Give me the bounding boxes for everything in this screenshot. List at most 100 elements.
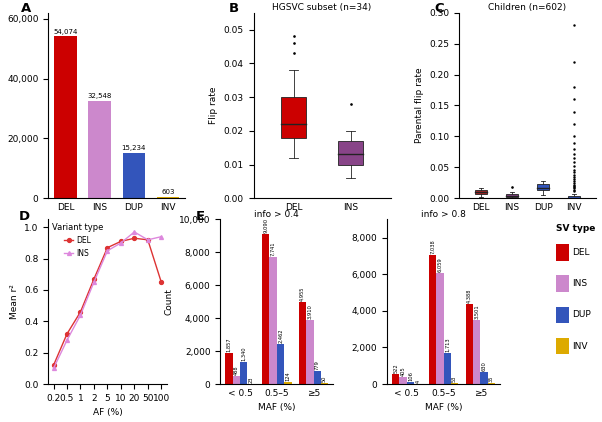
DEL xyxy=(144,237,152,242)
Bar xyxy=(299,303,306,384)
Line: DEL: DEL xyxy=(52,236,163,367)
Bar xyxy=(314,371,321,384)
Y-axis label: Mean r²: Mean r² xyxy=(10,284,19,319)
Text: D: D xyxy=(19,210,29,222)
Bar xyxy=(556,307,569,323)
Line: INS: INS xyxy=(52,230,163,370)
Title: info > 0.4: info > 0.4 xyxy=(255,210,299,219)
Text: 4: 4 xyxy=(415,380,420,383)
INS xyxy=(144,237,152,242)
Text: 7,038: 7,038 xyxy=(430,239,435,254)
INS xyxy=(117,241,125,246)
Text: 603: 603 xyxy=(161,189,175,195)
Text: 6,059: 6,059 xyxy=(438,257,442,272)
DEL xyxy=(131,236,138,241)
INS xyxy=(63,338,70,343)
Text: DEL: DEL xyxy=(572,248,589,257)
Text: 53: 53 xyxy=(452,376,457,382)
INS xyxy=(104,248,111,253)
Bar xyxy=(392,374,400,384)
Bar xyxy=(465,304,473,384)
Y-axis label: Count: Count xyxy=(164,288,173,315)
DEL xyxy=(104,245,111,250)
Bar xyxy=(407,382,414,384)
DEL xyxy=(117,239,125,244)
Text: 522: 522 xyxy=(393,364,399,373)
Text: A: A xyxy=(20,2,31,14)
Text: 3,501: 3,501 xyxy=(474,304,479,319)
Y-axis label: Parental flip rate: Parental flip rate xyxy=(415,68,424,143)
Bar xyxy=(321,383,328,384)
Text: 7,741: 7,741 xyxy=(271,241,276,256)
Text: 630: 630 xyxy=(482,362,486,371)
Bar xyxy=(556,338,569,354)
X-axis label: MAF (%): MAF (%) xyxy=(425,403,462,412)
Bar xyxy=(123,153,144,198)
Bar xyxy=(473,320,480,384)
Text: DUP: DUP xyxy=(572,311,591,319)
Text: 405: 405 xyxy=(401,366,406,376)
Bar xyxy=(88,101,111,198)
Bar xyxy=(281,97,306,138)
INS xyxy=(50,366,57,371)
INS xyxy=(90,280,98,285)
Text: 106: 106 xyxy=(408,371,413,381)
Text: 1,713: 1,713 xyxy=(445,337,450,352)
DEL xyxy=(50,362,57,368)
INS xyxy=(158,234,165,239)
Text: 1,340: 1,340 xyxy=(241,346,246,361)
Text: 779: 779 xyxy=(315,360,320,370)
INS xyxy=(77,313,84,318)
Bar xyxy=(277,344,284,384)
Bar xyxy=(306,320,314,384)
Bar xyxy=(556,244,569,260)
Bar xyxy=(537,184,549,190)
DEL xyxy=(63,331,70,336)
Text: 15,234: 15,234 xyxy=(122,145,146,151)
Text: 35: 35 xyxy=(489,376,494,382)
Text: 9,090: 9,090 xyxy=(263,218,268,233)
Bar xyxy=(233,376,240,384)
Bar xyxy=(240,362,247,384)
DEL xyxy=(158,280,165,285)
Title: Children (n=602): Children (n=602) xyxy=(488,3,566,12)
X-axis label: AF (%): AF (%) xyxy=(93,408,122,417)
Text: 4,388: 4,388 xyxy=(467,288,472,303)
Text: 54,074: 54,074 xyxy=(54,29,78,35)
Text: 32,548: 32,548 xyxy=(87,93,112,99)
Text: 23: 23 xyxy=(249,376,253,383)
DEL xyxy=(77,309,84,314)
Bar xyxy=(338,141,364,165)
Bar xyxy=(451,383,458,384)
Text: 2,462: 2,462 xyxy=(278,328,283,343)
Text: SV type: SV type xyxy=(556,225,595,233)
INS xyxy=(131,230,138,235)
Title: HGSVC subset (n=34): HGSVC subset (n=34) xyxy=(273,3,371,12)
Y-axis label: Flip rate: Flip rate xyxy=(209,87,218,124)
Bar xyxy=(54,36,76,198)
Bar xyxy=(262,234,270,384)
Text: 4,955: 4,955 xyxy=(300,287,305,301)
Bar xyxy=(400,376,407,384)
Bar xyxy=(568,197,580,198)
Text: 3,910: 3,910 xyxy=(308,304,312,319)
Bar xyxy=(429,255,436,384)
Bar xyxy=(480,373,488,384)
X-axis label: MAF (%): MAF (%) xyxy=(258,403,296,412)
Bar xyxy=(506,194,518,197)
Bar xyxy=(444,353,451,384)
Bar xyxy=(157,197,179,198)
Bar xyxy=(436,273,444,384)
Bar xyxy=(474,190,487,194)
Text: 488: 488 xyxy=(234,365,239,375)
Bar xyxy=(556,276,569,292)
Text: C: C xyxy=(435,2,444,14)
Bar xyxy=(270,257,277,384)
Text: 1,857: 1,857 xyxy=(226,338,232,352)
Text: 50: 50 xyxy=(322,376,327,382)
Text: B: B xyxy=(229,2,239,14)
Y-axis label: Count: Count xyxy=(0,92,1,119)
Text: 124: 124 xyxy=(285,371,290,381)
Bar xyxy=(488,383,495,384)
Text: INS: INS xyxy=(572,279,587,288)
